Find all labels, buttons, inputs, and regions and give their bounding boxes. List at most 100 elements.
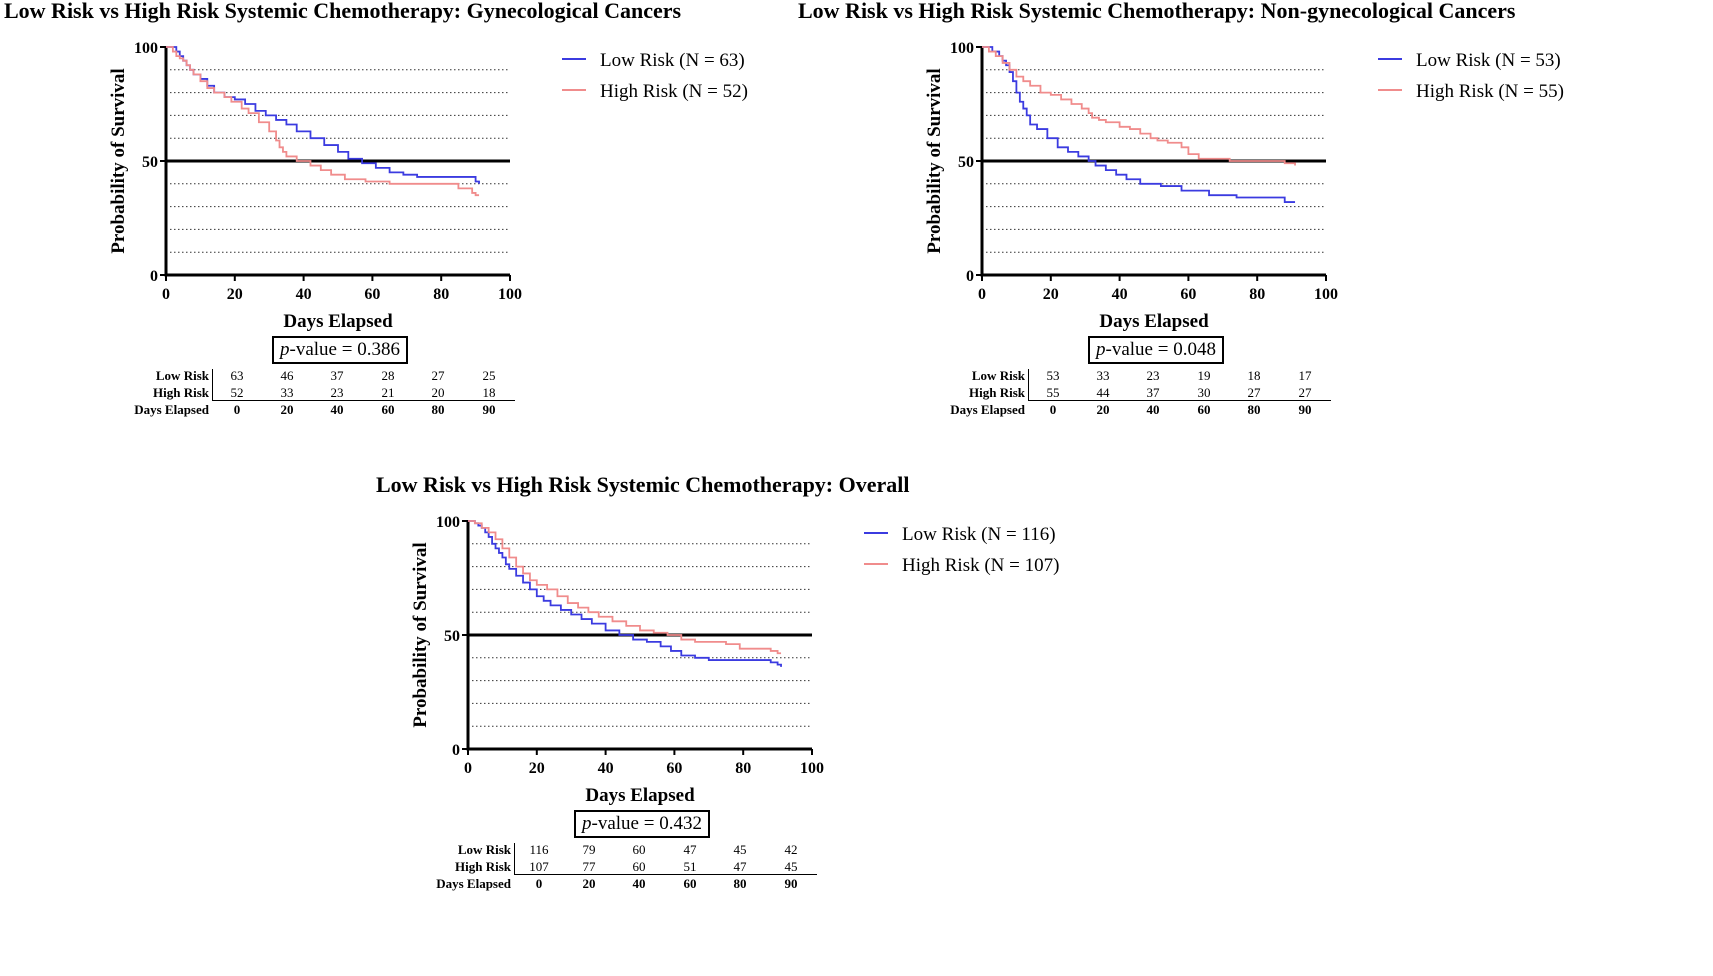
x-axis-label: Days Elapsed bbox=[585, 785, 695, 806]
x-tick-label: 40 bbox=[296, 286, 312, 303]
risk-cell: 47 bbox=[683, 842, 697, 857]
risk-cell: 47 bbox=[733, 859, 747, 874]
risk-row-label: High Risk bbox=[153, 385, 209, 400]
panel-overall: Low Risk vs High Risk Systemic Chemother… bbox=[302, 472, 1152, 974]
chart-title: Low Risk vs High Risk Systemic Chemother… bbox=[376, 472, 910, 497]
risk-cell: 20 bbox=[431, 385, 445, 400]
legend-label: High Risk (N = 52) bbox=[600, 81, 748, 102]
y-axis-label: Probability of Survival bbox=[108, 68, 129, 253]
risk-cell: 46 bbox=[280, 368, 294, 383]
risk-day-cell: 60 bbox=[683, 876, 697, 891]
p-value-box: p-value = 0.048 bbox=[1088, 336, 1224, 364]
x-tick-label: 40 bbox=[598, 760, 614, 777]
risk-cell: 27 bbox=[1298, 385, 1312, 400]
risk-day-cell: 0 bbox=[233, 402, 241, 417]
risk-cell: 63 bbox=[230, 368, 244, 383]
risk-table-divider bbox=[1028, 369, 1029, 401]
km-plot-overall: 0 50 100 0 20 40 60 80 100 Days Elapsed Probabilit… bbox=[410, 514, 1059, 806]
x-tick-label: 100 bbox=[1314, 286, 1338, 303]
risk-cell: 55 bbox=[1046, 385, 1060, 400]
x-tick-label: 20 bbox=[529, 760, 545, 777]
risk-day-cell: 40 bbox=[1146, 402, 1160, 417]
risk-row-label: Low Risk bbox=[155, 368, 209, 383]
risk-day-cell: 90 bbox=[784, 876, 798, 891]
risk-cell: 79 bbox=[582, 842, 596, 857]
risk-cell: 77 bbox=[582, 859, 596, 874]
risk-day-cell: 60 bbox=[1197, 402, 1211, 417]
risk-day-cell: 40 bbox=[632, 876, 646, 891]
y-axis-label: Probability of Survival bbox=[410, 542, 431, 727]
risk-cell: 33 bbox=[1096, 368, 1110, 383]
x-tick-label: 80 bbox=[735, 760, 751, 777]
risk-cell: 42 bbox=[784, 842, 798, 857]
p-value-italic: p bbox=[280, 339, 290, 360]
x-tick-label: 20 bbox=[1043, 286, 1059, 303]
chart-title: Low Risk vs High Risk Systemic Chemother… bbox=[798, 0, 1516, 23]
y-tick-label: 0 bbox=[452, 742, 460, 759]
x-tick-label: 100 bbox=[498, 286, 522, 303]
p-value-text: -value = 0.386 bbox=[289, 339, 400, 360]
y-tick-label: 100 bbox=[950, 40, 974, 57]
risk-table-rule bbox=[212, 400, 515, 401]
risk-cell: 52 bbox=[230, 385, 244, 400]
x-tick-label: 0 bbox=[162, 286, 170, 303]
panel-non-gynecological: Low Risk vs High Risk Systemic Chemother… bbox=[798, 0, 1713, 470]
risk-cell: 18 bbox=[482, 385, 496, 400]
risk-day-cell: 0 bbox=[535, 876, 543, 891]
risk-cell: 116 bbox=[529, 842, 549, 857]
x-tick-label: 40 bbox=[1112, 286, 1128, 303]
p-value-box: p-value = 0.386 bbox=[272, 336, 408, 364]
risk-table-divider bbox=[514, 843, 515, 875]
x-tick-label: 80 bbox=[433, 286, 449, 303]
risk-row-label: High Risk bbox=[455, 859, 511, 874]
legend-label: High Risk (N = 55) bbox=[1416, 81, 1564, 102]
risk-cell: 27 bbox=[1247, 385, 1261, 400]
risk-cell: 21 bbox=[381, 385, 395, 400]
risk-cell: 37 bbox=[330, 368, 344, 383]
series-line-high-risk bbox=[468, 520, 782, 655]
x-axis-label: Days Elapsed bbox=[1099, 311, 1209, 332]
risk-table-rule bbox=[1028, 400, 1331, 401]
y-tick-label: 50 bbox=[958, 154, 974, 171]
risk-cell: 23 bbox=[330, 385, 344, 400]
risk-cell: 27 bbox=[431, 368, 445, 383]
p-value-box: p-value = 0.432 bbox=[574, 810, 710, 838]
risk-cell: 28 bbox=[381, 368, 395, 383]
risk-cell: 17 bbox=[1298, 368, 1312, 383]
risk-day-cell: 90 bbox=[482, 402, 496, 417]
y-tick-label: 100 bbox=[134, 40, 158, 57]
y-tick-label: 0 bbox=[966, 268, 974, 285]
x-axis-label: Days Elapsed bbox=[283, 311, 393, 332]
legend-label: Low Risk (N = 63) bbox=[600, 50, 745, 71]
risk-row-label: Low Risk bbox=[457, 842, 511, 857]
risk-cell: 107 bbox=[529, 859, 549, 874]
p-value-italic: p bbox=[582, 813, 592, 834]
legend-label: Low Risk (N = 116) bbox=[902, 524, 1056, 545]
x-tick-label: 0 bbox=[978, 286, 986, 303]
risk-row-label: Low Risk bbox=[971, 368, 1025, 383]
x-tick-label: 60 bbox=[666, 760, 682, 777]
risk-day-cell: 20 bbox=[1096, 402, 1110, 417]
risk-cell: 45 bbox=[733, 842, 747, 857]
risk-row-label: High Risk bbox=[969, 385, 1025, 400]
risk-row-label: Days Elapsed bbox=[436, 876, 511, 891]
risk-cell: 60 bbox=[632, 859, 646, 874]
risk-cell: 60 bbox=[632, 842, 646, 857]
p-value-text: -value = 0.048 bbox=[1105, 339, 1216, 360]
series-line-low-risk bbox=[468, 520, 782, 667]
risk-cell: 45 bbox=[784, 859, 798, 874]
y-tick-label: 0 bbox=[150, 268, 158, 285]
y-tick-label: 50 bbox=[142, 154, 158, 171]
risk-day-cell: 60 bbox=[381, 402, 395, 417]
risk-day-cell: 80 bbox=[733, 876, 747, 891]
risk-cell: 53 bbox=[1046, 368, 1060, 383]
p-value-italic: p bbox=[1096, 339, 1106, 360]
risk-table-rule bbox=[514, 874, 817, 875]
x-tick-label: 60 bbox=[1180, 286, 1196, 303]
risk-row-label: Days Elapsed bbox=[134, 402, 209, 417]
risk-cell: 51 bbox=[683, 859, 697, 874]
risk-day-cell: 20 bbox=[280, 402, 294, 417]
risk-table-divider bbox=[212, 369, 213, 401]
x-tick-label: 80 bbox=[1249, 286, 1265, 303]
series-line-high-risk bbox=[982, 46, 1296, 166]
